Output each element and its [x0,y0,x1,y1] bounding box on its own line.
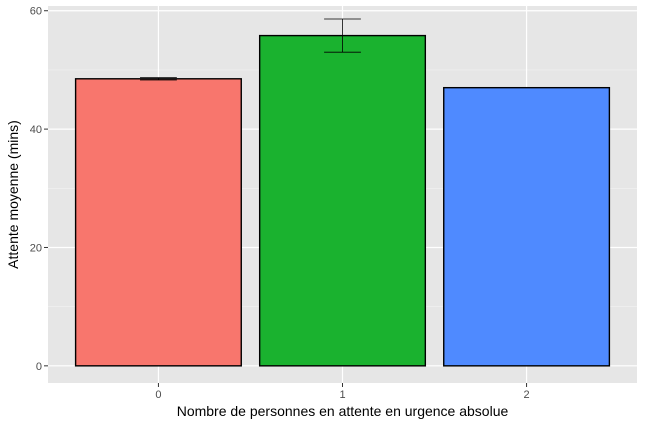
error-bar-0 [140,77,177,81]
x-axis-ticks: 0 1 2 [155,383,530,401]
x-tick-label: 0 [155,389,161,401]
y-axis-ticks: 0 20 40 60 [30,6,48,373]
bar-2 [443,86,611,367]
x-tick-label: 1 [339,389,345,401]
x-axis-title: Nombre de personnes en attente en urgenc… [177,403,509,419]
bars [74,34,611,367]
x-tick-label: 2 [524,389,530,401]
error-bars [140,18,361,81]
error-bar-1 [324,18,361,53]
bar-1 [258,34,427,367]
bar-0 [74,78,242,367]
y-tick-label: 60 [30,6,42,18]
y-tick-label: 20 [30,242,42,254]
y-axis-title: Attente moyenne (mins) [5,120,21,269]
y-tick-label: 40 [30,124,42,136]
y-tick-label: 0 [36,361,42,373]
